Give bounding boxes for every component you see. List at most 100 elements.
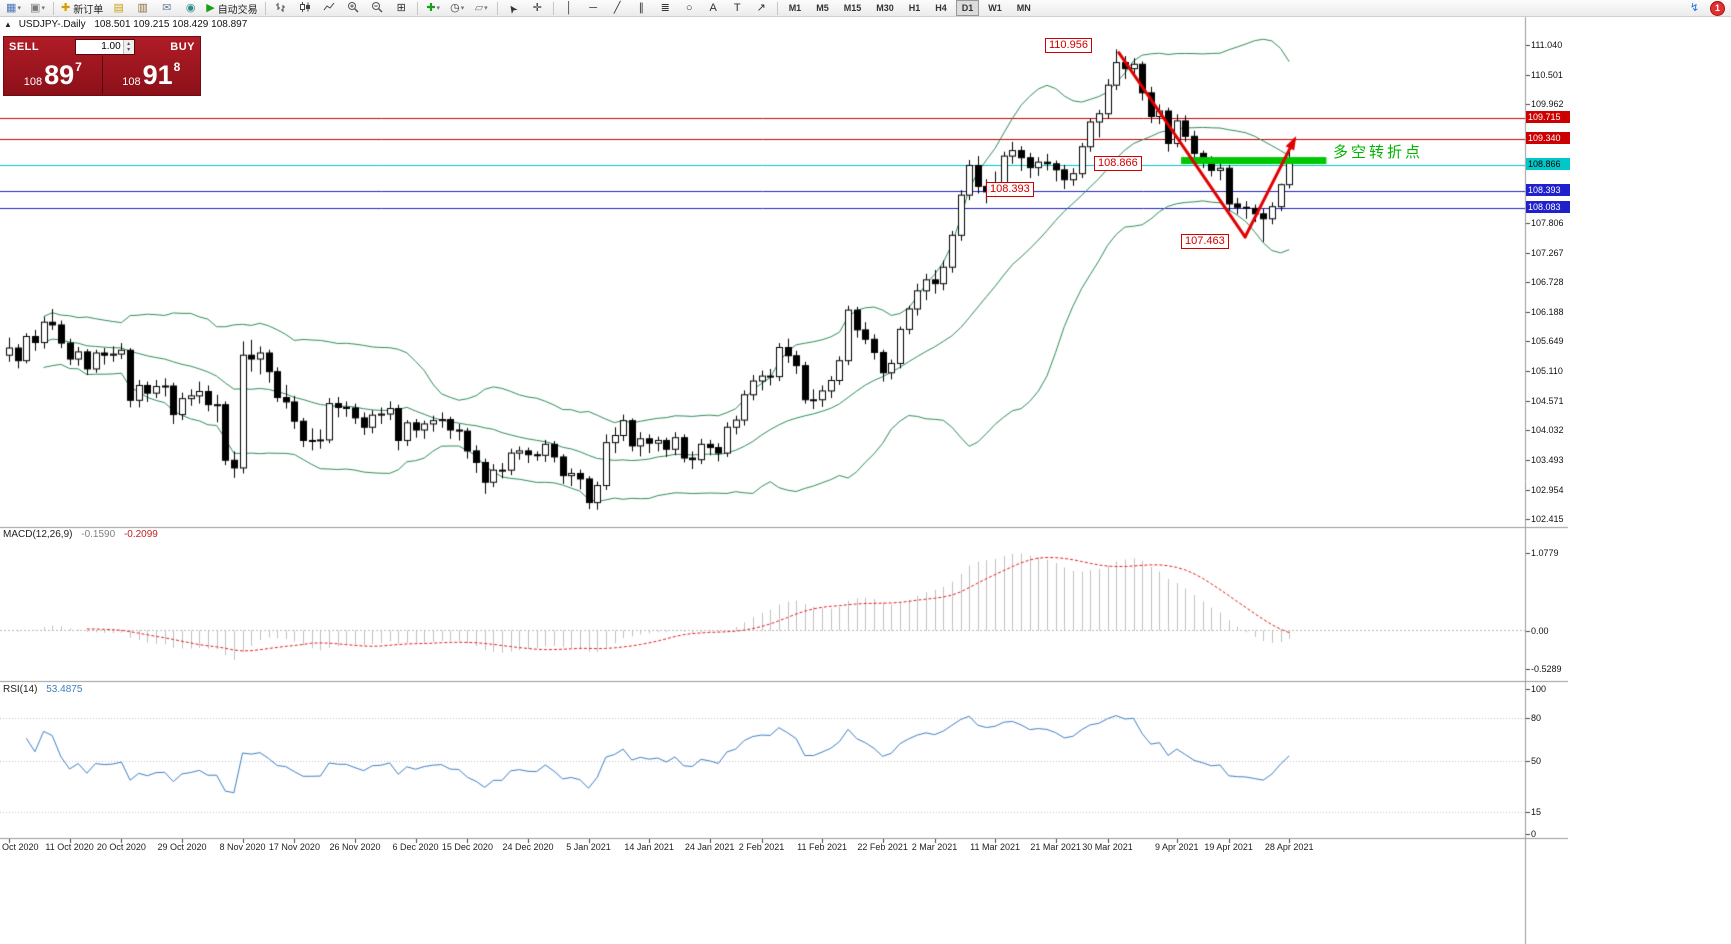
price-annotation-pivot[interactable]: 108.866 xyxy=(1094,156,1142,171)
toolbar: ▦ ▾ ▣ ▾ ✚ 新订单 ▤ ▥ ✉ ◉ ▶ 自动交易 ⊞ ✚ ▾ ◷ ▾ ▱ ▾ ➤ ✛ … xyxy=(0,0,1731,17)
rsi-name: RSI(14) xyxy=(3,684,38,695)
vertical-line-tool-button[interactable]: │ xyxy=(558,0,581,17)
price-annotation-peak[interactable]: 110.956 xyxy=(1045,38,1092,53)
trendline-tool-button[interactable]: ╱ xyxy=(606,0,629,17)
price-annotation-support[interactable]: 108.393 xyxy=(986,182,1034,197)
volume-spinner[interactable]: ▴ ▾ xyxy=(122,39,134,54)
new-order-label: 新订单 xyxy=(73,4,104,16)
macd-name: MACD(12,26,9) xyxy=(3,529,73,540)
profiles-button[interactable]: ▣ ▾ xyxy=(26,0,49,17)
candlestick-icon xyxy=(299,1,311,16)
timeframe-m15-button[interactable]: M15 xyxy=(843,3,862,13)
ellipse-icon: ○ xyxy=(685,1,693,14)
rsi-indicator-label: RSI(14) 53.4875 xyxy=(3,684,82,695)
toolbar-separator xyxy=(53,1,54,15)
new-chart-button[interactable]: ▦ ▾ xyxy=(2,0,25,17)
autotrading-button[interactable]: ▶ 自动交易 xyxy=(203,0,260,17)
timeframe-w1-button[interactable]: W1 xyxy=(988,3,1002,13)
timeframe-m1-button[interactable]: M1 xyxy=(788,3,802,13)
one-click-trading-panel: SELL 1.00 ▴ ▾ BUY 108 89 7 108 91 8 xyxy=(3,36,201,96)
one-click-toggle-icon[interactable]: ▲ xyxy=(4,20,12,29)
channel-tool-button[interactable]: ∥ xyxy=(630,0,653,17)
chevron-down-icon: ▾ xyxy=(17,5,21,12)
fibonacci-tool-button[interactable]: ≣ xyxy=(654,0,677,17)
horizontal-line-tool-button[interactable]: ─ xyxy=(582,0,605,17)
zoom-out-icon xyxy=(371,1,383,16)
periods-button[interactable]: ◷ ▾ xyxy=(446,0,469,17)
line-chart-type-button[interactable] xyxy=(318,0,341,17)
line-chart-icon xyxy=(323,1,335,16)
data-window-button[interactable]: ▥ xyxy=(131,0,154,17)
timeframe-d1-button[interactable]: D1 xyxy=(955,0,980,16)
buy-price-pips: 91 xyxy=(142,60,173,90)
tile-windows-button[interactable]: ⊞ xyxy=(390,0,413,17)
volume-value: 1.00 xyxy=(101,40,121,52)
macd-signal-value: -0.2099 xyxy=(123,529,158,540)
pivot-note-text[interactable]: 多空转折点 xyxy=(1333,144,1424,161)
market-watch-button[interactable]: ▤ xyxy=(107,0,130,17)
tile-windows-icon: ⊞ xyxy=(396,1,406,14)
new-order-icon: ✚ xyxy=(61,1,71,14)
toolbar-separator xyxy=(552,1,554,15)
spinner-down-icon[interactable]: ▾ xyxy=(127,46,131,53)
zoom-out-button[interactable] xyxy=(366,0,389,17)
chart-title: ▲ USDJPY-.Daily 108.501 109.215 108.429 … xyxy=(4,19,247,30)
price-annotation-low[interactable]: 107.463 xyxy=(1181,234,1229,249)
chevron-down-icon: ▾ xyxy=(41,5,45,12)
new-chart-icon: ▦ xyxy=(6,1,17,14)
bar-chart-icon xyxy=(275,1,287,16)
quick-action-button[interactable]: ↯ xyxy=(1683,0,1706,17)
sell-price-integer: 108 xyxy=(23,76,43,88)
text-icon: A xyxy=(709,1,717,14)
timeframe-m30-button[interactable]: M30 xyxy=(876,3,894,13)
arrow-tool-icon: ↗ xyxy=(756,1,766,14)
indicators-button[interactable]: ✚ ▾ xyxy=(422,0,445,17)
timeframe-h1-button[interactable]: H1 xyxy=(908,3,921,13)
timeframe-m5-button[interactable]: M5 xyxy=(816,3,829,13)
toolbar-right-cluster: ↯ 1 xyxy=(1683,0,1725,17)
notification-badge[interactable]: 1 xyxy=(1710,0,1725,16)
chevron-down-icon: ▾ xyxy=(436,5,441,12)
timeframe-mn-button[interactable]: MN xyxy=(1016,3,1031,13)
crosshair-button[interactable]: ✛ xyxy=(526,0,549,17)
shapes-tool-button[interactable]: ○ xyxy=(678,0,701,17)
toolbar-separator xyxy=(264,1,266,15)
candlestick-chart-type-button[interactable] xyxy=(294,0,317,17)
symbol-period-label: USDJPY-.Daily xyxy=(18,19,86,30)
navigator-button[interactable]: ◉ xyxy=(179,0,202,17)
templates-button[interactable]: ▱ ▾ xyxy=(470,0,493,17)
macd-main-value: -0.1590 xyxy=(81,529,116,540)
new-order-button[interactable]: ✚ 新订单 xyxy=(58,0,106,17)
cursor-button[interactable]: ➤ xyxy=(502,0,525,17)
timeframe-h4-button[interactable]: H4 xyxy=(935,3,947,13)
spinner-up-icon[interactable]: ▴ xyxy=(127,40,131,47)
mailbox-button[interactable]: ✉ xyxy=(155,0,178,17)
market-watch-icon: ▤ xyxy=(113,1,124,14)
price-axis[interactable] xyxy=(1526,17,1568,838)
horizontal-line-icon: ─ xyxy=(589,1,598,14)
clock-icon: ◷ xyxy=(450,1,460,14)
toolbar-separator xyxy=(496,1,498,15)
bar-chart-type-button[interactable] xyxy=(270,0,293,17)
time-axis[interactable] xyxy=(0,839,1568,855)
rsi-value: 53.4875 xyxy=(46,684,83,695)
buy-price-integer: 108 xyxy=(122,76,141,88)
arrows-tool-button[interactable]: ↗ xyxy=(750,0,773,17)
text-tool-button[interactable]: A xyxy=(702,0,725,17)
add-indicator-icon: ✚ xyxy=(426,1,436,14)
sell-price-point: 7 xyxy=(75,60,82,74)
template-icon: ▱ xyxy=(474,1,484,14)
toolbar-separator xyxy=(416,1,418,15)
mailbox-icon: ✉ xyxy=(162,1,172,14)
volume-input[interactable]: 1.00 ▴ ▾ xyxy=(74,38,135,55)
trendline-icon: ╱ xyxy=(613,1,621,14)
chevron-down-icon: ▾ xyxy=(484,5,488,12)
buy-button[interactable]: 108 91 8 xyxy=(103,56,201,94)
fibonacci-icon: ≣ xyxy=(660,1,670,14)
chevron-down-icon: ▾ xyxy=(460,5,465,12)
buy-price-point: 8 xyxy=(173,60,181,74)
sell-button[interactable]: 108 89 7 xyxy=(4,56,103,94)
text-label-tool-button[interactable]: T xyxy=(726,0,749,17)
zoom-in-button[interactable] xyxy=(342,0,365,17)
